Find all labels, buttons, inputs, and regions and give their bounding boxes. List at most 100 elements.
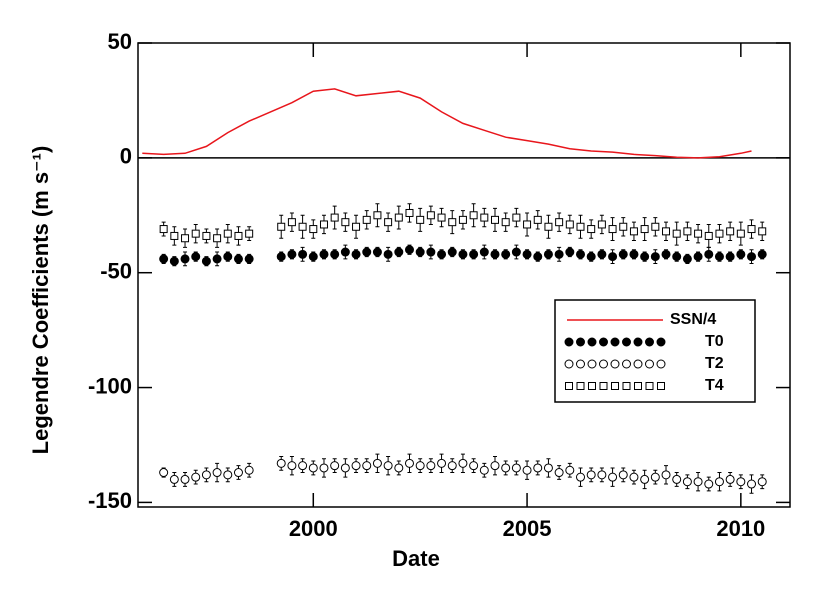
point (362, 215, 371, 224)
y-tick-label: -100 (88, 373, 132, 398)
point (651, 222, 660, 231)
legend-swatch (576, 337, 585, 347)
point (586, 470, 596, 480)
point (512, 213, 521, 222)
point (340, 463, 350, 473)
point (543, 463, 553, 473)
legend-swatch (645, 382, 654, 390)
point (522, 249, 532, 259)
point (383, 249, 393, 259)
point (437, 213, 446, 222)
point (714, 252, 724, 262)
point (191, 229, 200, 238)
legend-swatch (645, 337, 654, 347)
x-tick-label: 2000 (289, 516, 338, 541)
point (308, 463, 318, 473)
point (586, 252, 596, 262)
point (233, 468, 243, 478)
legend-swatch (656, 359, 666, 369)
y-tick-label: 0 (120, 144, 132, 169)
point (308, 252, 318, 262)
point (704, 479, 714, 489)
point (319, 249, 329, 259)
point (661, 249, 671, 259)
point (426, 247, 436, 257)
point (372, 247, 382, 257)
point (693, 252, 703, 262)
legend-swatch (656, 337, 666, 347)
point (694, 229, 703, 238)
point (223, 470, 233, 480)
point (576, 472, 586, 482)
legend-label: SSN/4 (670, 311, 716, 328)
legend-label: T2 (705, 355, 724, 372)
point (650, 252, 660, 262)
point (629, 472, 639, 482)
point (608, 225, 617, 234)
point (544, 222, 553, 231)
point (479, 465, 489, 475)
point (352, 222, 361, 231)
y-axis-label: Legendre Coefficients (m s⁻¹) (28, 146, 53, 455)
point (394, 213, 403, 222)
point (212, 254, 222, 264)
point (298, 249, 308, 259)
point (319, 220, 328, 229)
point (383, 461, 393, 471)
point (234, 231, 243, 240)
point (416, 215, 425, 224)
y-tick-label: -50 (100, 259, 132, 284)
point (415, 247, 425, 257)
point (501, 463, 511, 473)
point (640, 474, 650, 484)
point (159, 468, 169, 478)
point (404, 458, 414, 468)
point (640, 252, 650, 262)
point (479, 247, 489, 257)
point (704, 231, 713, 240)
point (437, 458, 447, 468)
point (181, 234, 190, 243)
x-tick-label: 2005 (503, 516, 552, 541)
legend-swatch (622, 359, 631, 369)
point (757, 249, 767, 259)
legend-swatch (564, 359, 574, 369)
point (458, 249, 468, 259)
point (223, 252, 233, 262)
series-group (159, 203, 767, 248)
point (405, 208, 414, 217)
point (309, 225, 318, 234)
point (351, 249, 361, 259)
point (757, 477, 767, 487)
point (629, 227, 638, 236)
point (169, 474, 179, 484)
point (725, 252, 735, 262)
point (747, 252, 757, 262)
x-tick-label: 2010 (716, 516, 765, 541)
point (576, 249, 586, 259)
legend-label: T0 (705, 333, 724, 350)
point (447, 247, 457, 257)
point (372, 458, 382, 468)
legend-swatch (611, 382, 619, 390)
legend-swatch (622, 382, 631, 390)
point (629, 249, 639, 259)
point (555, 218, 564, 227)
point (340, 247, 350, 257)
point (394, 463, 404, 473)
legend-swatch (633, 337, 643, 347)
point (490, 215, 499, 224)
point (597, 249, 607, 259)
point (714, 477, 724, 487)
point (201, 470, 211, 480)
series-group (159, 244, 767, 267)
point (747, 225, 756, 234)
point (223, 229, 232, 238)
point (287, 461, 297, 471)
point (672, 252, 682, 262)
point (287, 249, 297, 259)
point (159, 225, 168, 234)
legend: SSN/4 T0 T2 T4 (554, 299, 756, 403)
point (341, 218, 350, 227)
point (277, 222, 286, 231)
